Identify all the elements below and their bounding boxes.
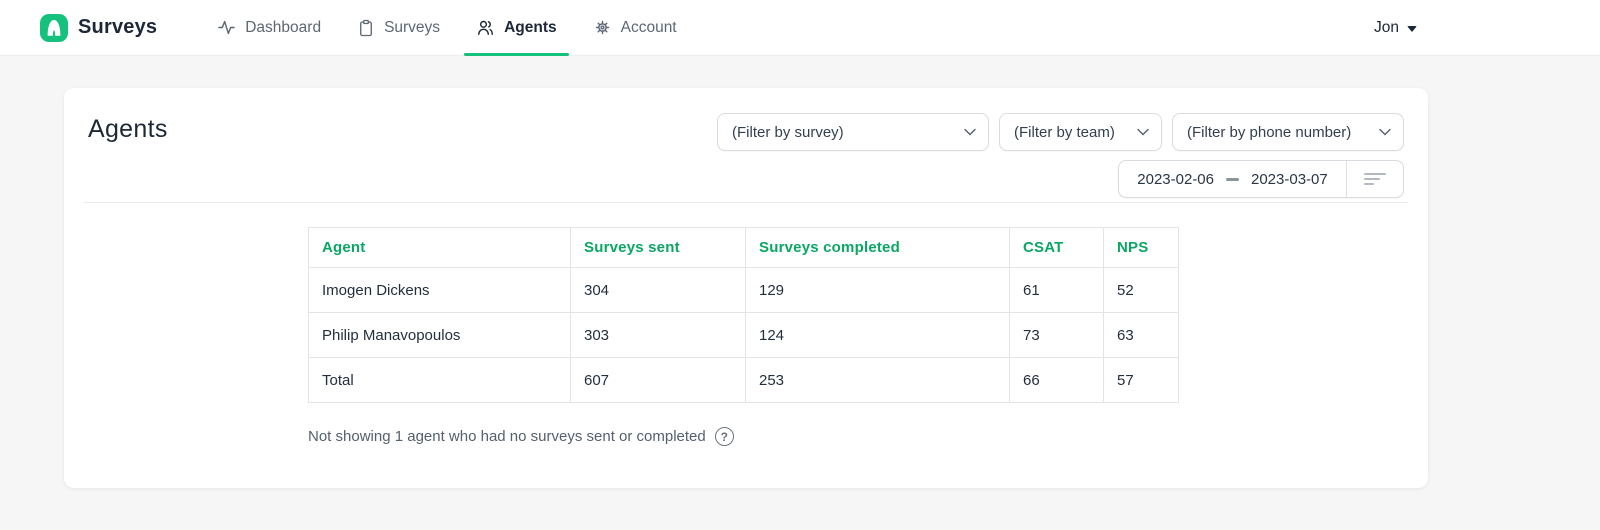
- nav-item-label: Agents: [504, 18, 557, 36]
- cell-surveys-completed: 124: [745, 312, 1010, 358]
- chevron-down-icon: [1379, 128, 1391, 136]
- filter-team-select[interactable]: (Filter by team): [999, 113, 1162, 151]
- column-header-surveys-sent: Surveys sent: [570, 227, 746, 268]
- activity-icon: [217, 18, 236, 37]
- section-divider: [84, 202, 1408, 203]
- cell-surveys-completed: 129: [745, 267, 1010, 313]
- page-title: Agents: [88, 115, 168, 143]
- date-start-input[interactable]: 2023-02-06: [1137, 170, 1214, 188]
- date-presets-button[interactable]: [1346, 161, 1403, 197]
- cell-agent-name: Imogen Dickens: [308, 267, 571, 313]
- help-icon[interactable]: ?: [714, 427, 734, 446]
- nav-item-surveys[interactable]: Surveys: [345, 0, 452, 55]
- column-header-csat: CSAT: [1009, 227, 1104, 268]
- filter-row: (Filter by survey) (Filter by team) (Fil…: [717, 113, 1404, 151]
- footnote-text: Not showing 1 agent who had no surveys s…: [308, 428, 706, 445]
- gear-icon: [593, 18, 612, 37]
- filter-phone-value: (Filter by phone number): [1187, 123, 1352, 141]
- brand-name: Surveys: [78, 16, 158, 38]
- app-header: Surveys Dashboard Surveys: [0, 0, 1600, 56]
- user-name: Jon: [1374, 18, 1399, 36]
- filter-phone-select[interactable]: (Filter by phone number): [1172, 113, 1404, 151]
- clipboard-icon: [357, 19, 375, 37]
- nav-item-agents[interactable]: Agents: [464, 0, 569, 56]
- nav-item-label: Account: [620, 18, 677, 36]
- cell-total-label: Total: [308, 357, 571, 403]
- nav-item-label: Dashboard: [245, 18, 322, 36]
- cell-csat: 61: [1009, 267, 1104, 313]
- table-row-agent-1: Imogen Dickens 304 129 61 52: [308, 267, 1179, 313]
- caret-down-icon: [1407, 25, 1417, 32]
- date-end-input[interactable]: 2023-03-07: [1251, 170, 1328, 188]
- cell-agent-name: Philip Manavopoulos: [308, 312, 571, 358]
- brand-logo-icon: [40, 13, 68, 42]
- user-menu[interactable]: Jon: [1374, 0, 1417, 55]
- active-tab-indicator: [464, 53, 569, 56]
- nav-item-account[interactable]: Account: [581, 0, 689, 55]
- cell-csat: 66: [1009, 357, 1104, 403]
- date-fields: 2023-02-06 2023-03-07: [1119, 161, 1346, 197]
- date-range-dash-icon: [1226, 177, 1239, 181]
- main-nav: Dashboard Surveys Agents: [205, 0, 689, 56]
- header-spacer: [689, 0, 1374, 55]
- cell-surveys-sent: 304: [570, 267, 746, 313]
- chevron-down-icon: [964, 128, 976, 136]
- filter-survey-value: (Filter by survey): [732, 123, 844, 141]
- cell-nps: 63: [1103, 312, 1179, 358]
- cell-csat: 73: [1009, 312, 1104, 358]
- cell-surveys-completed: 253: [745, 357, 1010, 403]
- chevron-down-icon: [1137, 128, 1149, 136]
- nav-item-label: Surveys: [384, 18, 441, 36]
- table-row-total: Total 607 253 66 57: [308, 357, 1179, 403]
- date-range-picker: 2023-02-06 2023-03-07: [1118, 160, 1404, 198]
- users-icon: [476, 18, 495, 37]
- nav-item-dashboard[interactable]: Dashboard: [205, 0, 333, 55]
- filter-survey-select[interactable]: (Filter by survey): [717, 113, 989, 151]
- cell-surveys-sent: 607: [570, 357, 746, 403]
- content-card: Agents (Filter by survey) (Filter by tea…: [64, 88, 1428, 488]
- cell-nps: 57: [1103, 357, 1179, 403]
- column-header-surveys-completed: Surveys completed: [745, 227, 1010, 268]
- table-header-row: Agent Surveys sent Surveys completed CSA…: [308, 227, 1179, 268]
- filter-lines-icon: [1364, 171, 1386, 187]
- brand[interactable]: Surveys: [40, 0, 157, 55]
- cell-nps: 52: [1103, 267, 1179, 313]
- footnote: Not showing 1 agent who had no surveys s…: [308, 427, 734, 446]
- cell-surveys-sent: 303: [570, 312, 746, 358]
- filter-team-value: (Filter by team): [1014, 123, 1115, 141]
- table-row-agent-2: Philip Manavopoulos 303 124 73 63: [308, 312, 1179, 358]
- agents-table: Agent Surveys sent Surveys completed CSA…: [308, 227, 1179, 403]
- column-header-nps: NPS: [1103, 227, 1179, 268]
- column-header-agent: Agent: [308, 227, 571, 268]
